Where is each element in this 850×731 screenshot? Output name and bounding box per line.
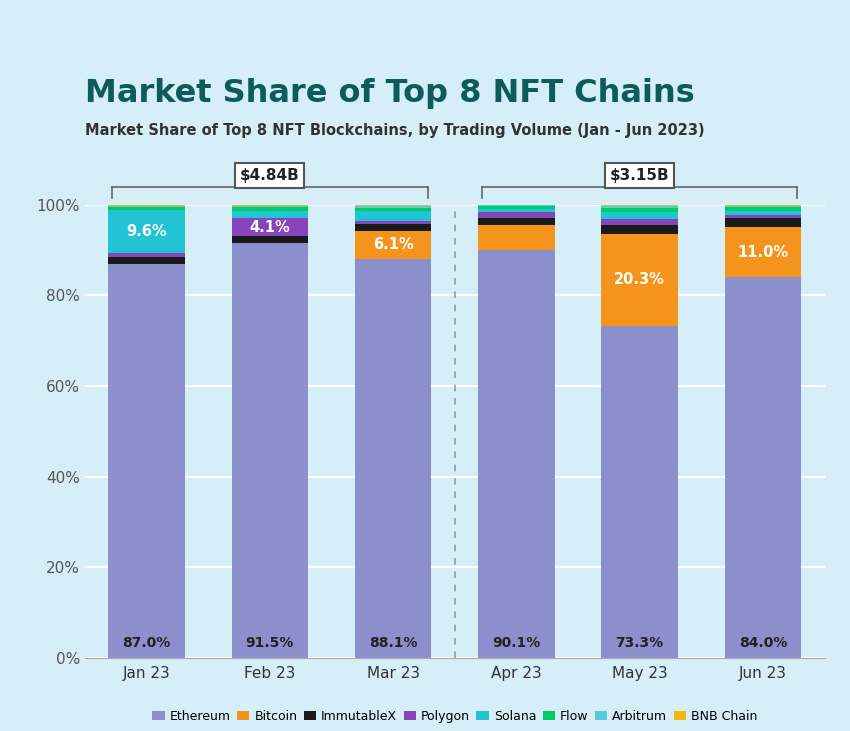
Bar [725, 219, 801, 227]
Bar [479, 218, 554, 224]
Text: Market Share of Top 8 NFT Chains: Market Share of Top 8 NFT Chains [85, 77, 694, 109]
Text: 11.0%: 11.0% [737, 245, 789, 260]
Text: 90.1%: 90.1% [492, 636, 541, 650]
Bar [602, 326, 677, 658]
Text: 73.3%: 73.3% [615, 636, 664, 650]
Bar [109, 206, 184, 208]
Bar [479, 249, 554, 658]
Text: 6.1%: 6.1% [373, 238, 413, 252]
Text: 20.3%: 20.3% [615, 272, 665, 287]
Bar [725, 227, 801, 277]
Text: 84.0%: 84.0% [739, 636, 787, 650]
Text: $3.15B: $3.15B [609, 168, 670, 183]
Bar [479, 205, 554, 206]
Text: 87.0%: 87.0% [122, 636, 171, 650]
Bar [725, 277, 801, 658]
Bar [232, 208, 308, 211]
Bar [602, 205, 677, 208]
Text: $4.84B: $4.84B [240, 168, 300, 183]
Bar [109, 210, 184, 253]
Bar [725, 215, 801, 219]
Bar [479, 206, 554, 209]
Bar [232, 205, 308, 208]
Text: 88.1%: 88.1% [369, 636, 417, 650]
Bar [355, 208, 431, 211]
Bar [109, 208, 184, 210]
Bar [232, 218, 308, 236]
Bar [355, 224, 431, 231]
Bar [232, 243, 308, 658]
Text: Market Share of Top 8 NFT Blockchains, by Trading Volume (Jan - Jun 2023): Market Share of Top 8 NFT Blockchains, b… [85, 123, 705, 138]
Bar [725, 211, 801, 215]
Bar [355, 231, 431, 259]
Text: 91.5%: 91.5% [246, 636, 294, 650]
Bar [355, 205, 431, 208]
Text: 9.6%: 9.6% [127, 224, 167, 239]
Bar [355, 259, 431, 658]
Bar [479, 213, 554, 218]
Bar [479, 224, 554, 249]
Bar [602, 224, 677, 234]
Bar [355, 211, 431, 221]
Bar [602, 219, 677, 224]
Bar [602, 234, 677, 326]
Bar [109, 257, 184, 264]
Bar [232, 211, 308, 218]
Bar [602, 213, 677, 219]
Bar [109, 205, 184, 206]
Bar [479, 209, 554, 213]
Bar [232, 236, 308, 243]
Bar [602, 208, 677, 213]
Bar [109, 264, 184, 658]
Legend: Ethereum, Bitcoin, ImmutableX, Polygon, Solana, Flow, Arbitrum, BNB Chain: Ethereum, Bitcoin, ImmutableX, Polygon, … [147, 705, 762, 728]
Bar [725, 208, 801, 211]
Bar [355, 221, 431, 224]
Bar [725, 205, 801, 208]
Bar [109, 253, 184, 257]
Text: 4.1%: 4.1% [250, 219, 290, 235]
